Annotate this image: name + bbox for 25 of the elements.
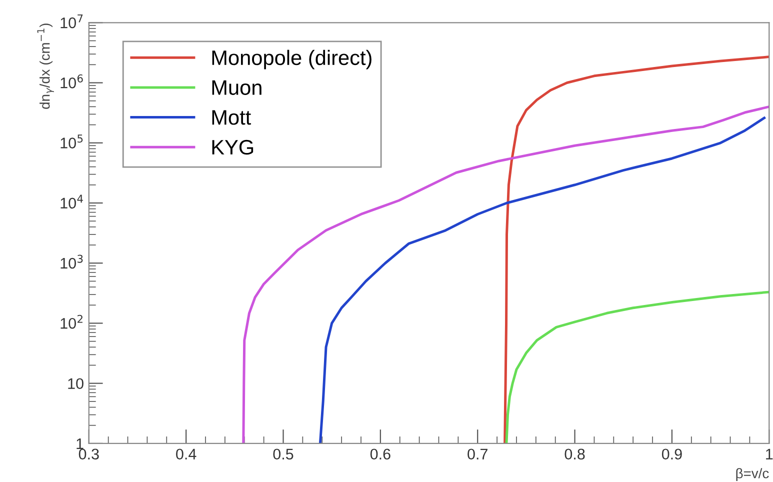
x-tick-label: 0.9 — [662, 448, 682, 460]
legend-label: Mott — [212, 110, 251, 125]
y-tick-label: 10$^{5}$ — [60, 134, 83, 148]
x-axis-title: β=v/c — [736, 468, 769, 482]
y-tick-label: 10$^{7}$ — [60, 14, 83, 28]
line-series — [318, 116, 766, 444]
x-tick-label: 0.8 — [564, 448, 585, 460]
x-tick-label: 0.4 — [176, 448, 196, 460]
line-series — [505, 290, 770, 444]
x-tick-label: 0.6 — [370, 448, 390, 460]
legend-label: Monopole (direct) — [212, 50, 372, 70]
y-axis-title: dn$_{γ}$/dx (cm$^{−1}$) — [37, 24, 54, 109]
y-tick-label: 1 — [76, 438, 84, 449]
x-tick-label: 0.3 — [78, 448, 99, 460]
line-series — [504, 56, 770, 444]
x-tick-label: 0.5 — [273, 448, 294, 460]
y-tick-label: 10$^{3}$ — [60, 254, 83, 269]
legend-label: KYG — [212, 140, 254, 155]
y-tick-label: 10 — [68, 378, 84, 390]
y-tick-label: 10$^{2}$ — [60, 314, 82, 329]
x-tick-label: 1 — [766, 448, 773, 460]
y-tick-label: 10$^{4}$ — [60, 194, 83, 209]
legend-label: Muon — [212, 80, 262, 95]
x-tick-label: 0.7 — [468, 448, 488, 460]
y-tick-label: 10$^{6}$ — [60, 74, 83, 88]
